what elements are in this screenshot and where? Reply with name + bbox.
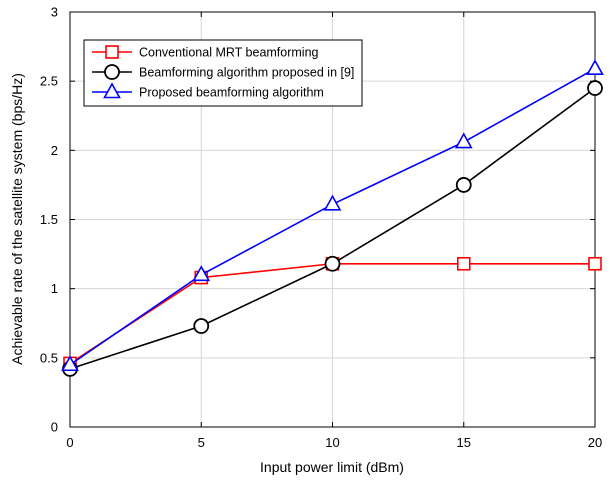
y-tick-label: 0.5 — [40, 350, 58, 365]
x-tick-label: 5 — [198, 435, 205, 450]
legend-box — [83, 39, 363, 107]
y-tick-label: 2.5 — [40, 74, 58, 89]
legend-item: Proposed beamforming algorithm — [92, 82, 324, 100]
x-tick-label: 10 — [325, 435, 339, 450]
data-point — [455, 177, 472, 193]
legend-item: Conventional MRT beamforming — [92, 45, 319, 60]
legend-marker — [105, 45, 119, 59]
data-point — [588, 256, 602, 271]
data-point — [456, 256, 471, 271]
data-point — [192, 265, 211, 282]
legend-item: Beamforming algorithm proposed in [9] — [92, 64, 354, 80]
y-tick-label: 1.5 — [40, 212, 58, 227]
data-point — [323, 194, 342, 211]
axis-ticks: 0 5 10 15 20 0 0.5 1 1.5 2 2.5 3 — [40, 5, 602, 451]
y-axis-label: Achievable rate of the satellite system … — [9, 73, 25, 365]
data-point — [193, 318, 210, 334]
series-circle — [62, 80, 603, 377]
y-tick-label: 1 — [51, 281, 58, 296]
data-point — [324, 255, 341, 272]
legend: Conventional MRT beamforming Beamforming … — [83, 39, 363, 107]
legend-label: Beamforming algorithm proposed in [9] — [139, 66, 354, 80]
x-tick-label: 15 — [457, 435, 471, 450]
legend-label: Proposed beamforming algorithm — [139, 86, 324, 100]
data-point — [454, 132, 473, 149]
legend-marker — [104, 64, 120, 80]
data-point — [61, 355, 79, 372]
legend-label: Conventional MRT beamforming — [139, 46, 319, 60]
legend-marker — [103, 82, 121, 99]
y-tick-label: 0 — [51, 420, 58, 435]
x-tick-label: 20 — [588, 435, 602, 450]
x-tick-label: 0 — [66, 435, 73, 450]
data-point — [586, 59, 604, 76]
y-tick-label: 2 — [51, 143, 58, 158]
x-axis-label: Input power limit (dBm) — [260, 459, 404, 475]
series-triangle — [61, 59, 604, 372]
series-group — [61, 59, 604, 377]
data-point — [587, 80, 603, 96]
y-tick-label: 3 — [51, 5, 58, 20]
